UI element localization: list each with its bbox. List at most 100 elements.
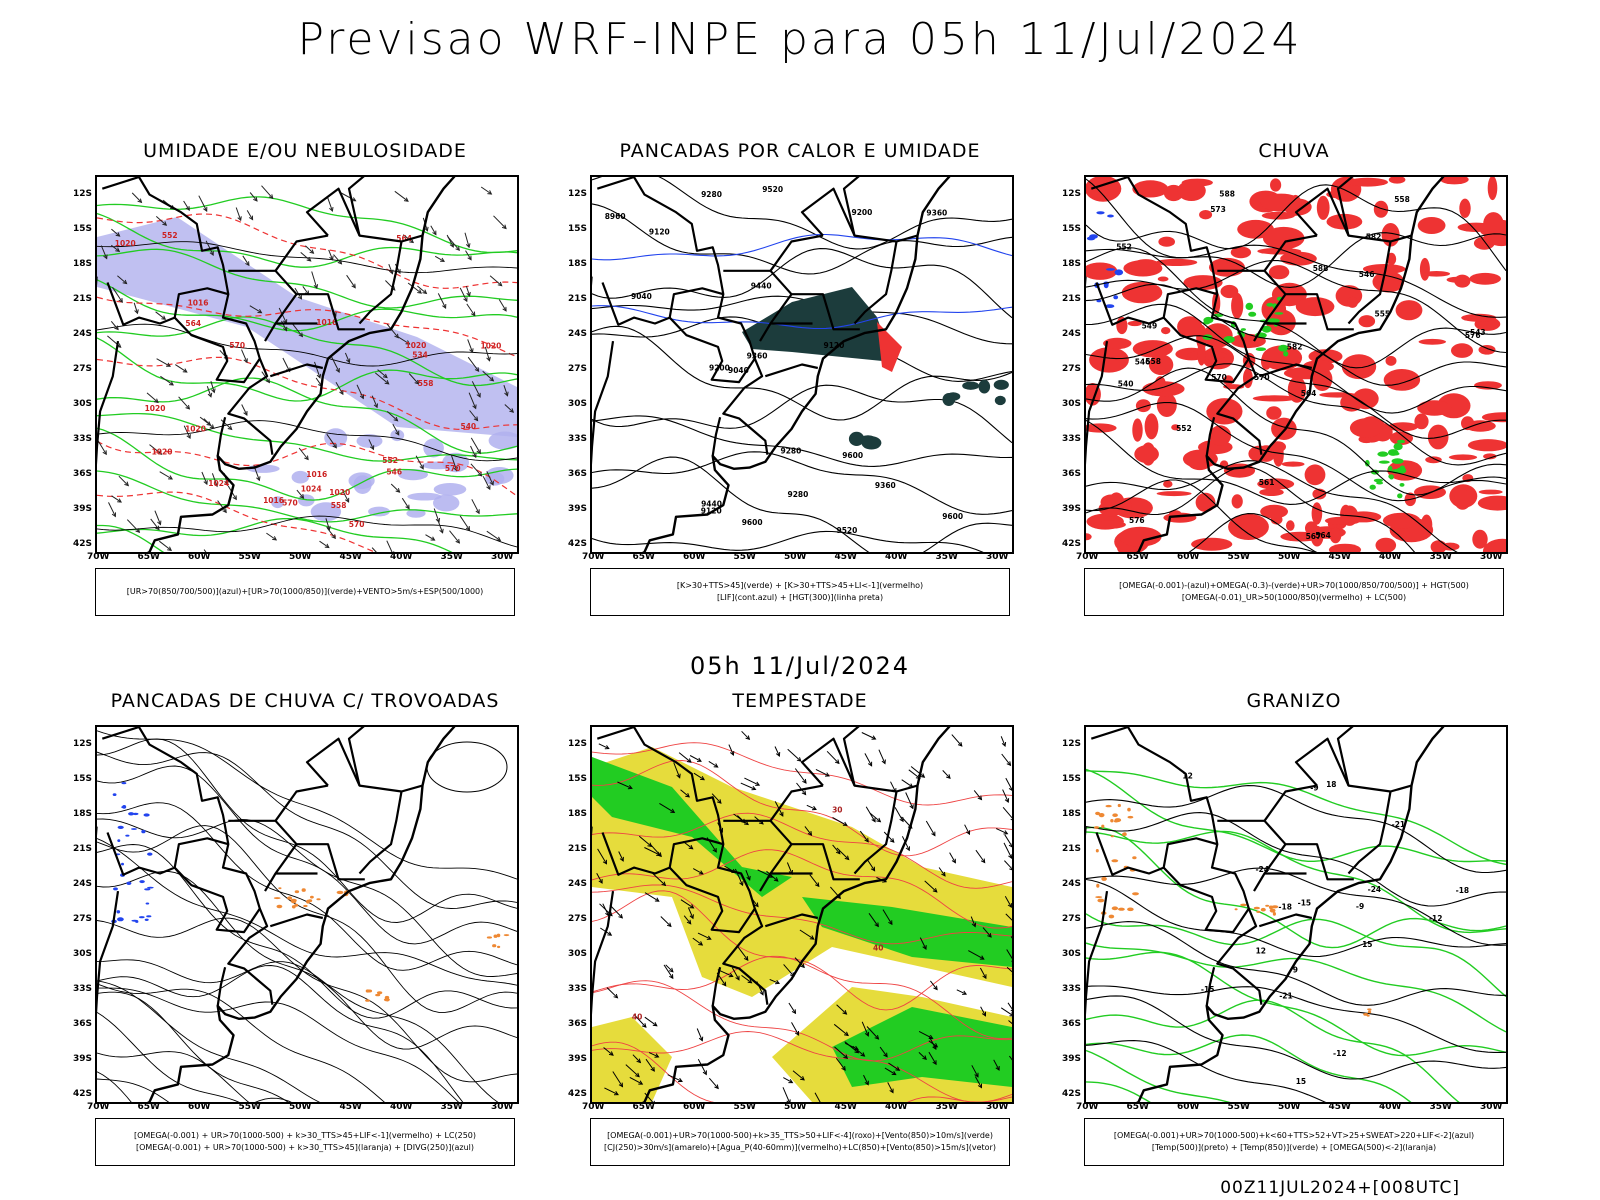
wind-vector	[876, 817, 882, 823]
wind-vector	[377, 369, 388, 378]
wind-vector	[905, 846, 910, 852]
contour-label: 9440	[701, 500, 722, 509]
wind-vector	[841, 1066, 846, 1071]
wind-vector	[1000, 1007, 1012, 1016]
wind-vector	[647, 842, 653, 848]
wind-vector	[702, 1070, 707, 1076]
contour-label: 1024	[301, 484, 322, 493]
wind-vector	[908, 769, 921, 779]
shaded-area	[1461, 313, 1497, 322]
wind-vector	[235, 207, 242, 221]
wind-vector	[117, 498, 122, 503]
lon-tick-label: 55W	[733, 552, 756, 562]
contour-line	[592, 1041, 1012, 1102]
map-frame: -12 -12 -15 -15 -18 -18 -21 -21 -24 -24 -9 -9 12 15 18…	[1084, 725, 1508, 1104]
wind-vector	[864, 837, 869, 843]
shaded-area	[1108, 914, 1115, 919]
wind-vector	[919, 937, 927, 950]
contour-line	[1086, 247, 1506, 369]
contour-label: 549	[1142, 322, 1158, 331]
wind-vector	[1008, 843, 1012, 848]
shaded-area	[433, 494, 460, 512]
wind-vector	[744, 777, 760, 786]
shaded-area	[1377, 451, 1389, 457]
wind-vector	[815, 882, 820, 888]
contour-line	[97, 751, 517, 909]
wind-vector	[951, 858, 956, 864]
shaded-area	[1240, 328, 1246, 331]
wind-vector	[396, 269, 401, 275]
wind-vector	[596, 872, 603, 884]
lat-tick-label: 33S	[1062, 984, 1082, 994]
shaded-area	[1396, 467, 1407, 474]
shaded-area	[877, 322, 902, 372]
contour-line	[592, 980, 1012, 1062]
wind-vector	[987, 932, 992, 938]
contour-label: 573	[1210, 205, 1226, 214]
boundary-line	[173, 866, 261, 934]
shaded-area	[144, 888, 151, 891]
contour-label: 1016	[263, 496, 284, 505]
shaded-area	[147, 852, 153, 856]
wind-vector	[1010, 1009, 1012, 1012]
wind-vector	[783, 1077, 793, 1084]
shaded-area	[121, 806, 125, 809]
wind-vector	[928, 1040, 938, 1048]
contour-label: 1016	[188, 299, 209, 308]
shaded-area	[1454, 488, 1472, 510]
wind-vector	[901, 779, 913, 788]
boundary-line	[853, 791, 898, 875]
legend-box: [UR>70(850/700/500)](azul)+[UR>70(1000/8…	[95, 568, 515, 616]
boundary-line	[711, 966, 722, 1007]
shaded-area	[291, 470, 309, 484]
lat-tick-label: 42S	[568, 539, 588, 549]
shaded-area	[1203, 320, 1210, 325]
lat-tick-label: 15S	[568, 224, 588, 234]
wind-vector	[895, 1066, 901, 1071]
shaded-area	[1158, 236, 1175, 247]
wind-vector	[852, 1045, 865, 1057]
wind-vector	[931, 831, 936, 837]
wind-vector	[920, 773, 926, 778]
shaded-area	[1469, 272, 1501, 285]
contour-line	[97, 213, 517, 289]
wind-vector	[351, 283, 356, 289]
contour-label: 9600	[842, 451, 863, 460]
shaded-area	[1132, 340, 1173, 358]
wind-vector	[786, 862, 793, 875]
boundary-line	[147, 177, 456, 552]
shaded-area	[1183, 275, 1223, 291]
boundary-line	[1136, 177, 1445, 552]
shaded-area	[1305, 521, 1318, 535]
contour-label: 588	[1313, 264, 1329, 273]
shaded-area	[1228, 513, 1269, 540]
contour-line	[97, 316, 517, 387]
wind-vector	[649, 843, 662, 857]
lon-tick-label: 30W	[1480, 552, 1503, 562]
wind-vector	[708, 760, 718, 768]
wind-vector	[834, 1046, 848, 1059]
boundary-line	[896, 784, 918, 793]
shaded-area	[1157, 276, 1169, 282]
shaded-area	[1397, 493, 1403, 499]
wind-vector	[689, 914, 694, 920]
boundary-line	[269, 363, 324, 378]
wind-vector	[665, 964, 674, 973]
wind-vector	[792, 1070, 805, 1081]
contour-label: 1020	[145, 404, 166, 413]
shaded-area	[1347, 296, 1358, 308]
wind-vector	[1002, 806, 1012, 819]
wind-vector	[134, 309, 139, 315]
contour-label: 543	[1470, 328, 1486, 337]
wind-vector	[740, 782, 756, 790]
boundary-line	[764, 913, 819, 928]
lat-tick-label: 21S	[568, 294, 588, 304]
wind-vector	[787, 748, 802, 762]
boundary-line	[97, 340, 120, 465]
contour-line	[592, 812, 1012, 889]
contour-line	[97, 1012, 240, 1102]
wind-vector	[206, 386, 212, 397]
contour-line	[97, 440, 517, 497]
wind-vector	[309, 249, 315, 254]
contour-label: -15	[1201, 985, 1215, 994]
